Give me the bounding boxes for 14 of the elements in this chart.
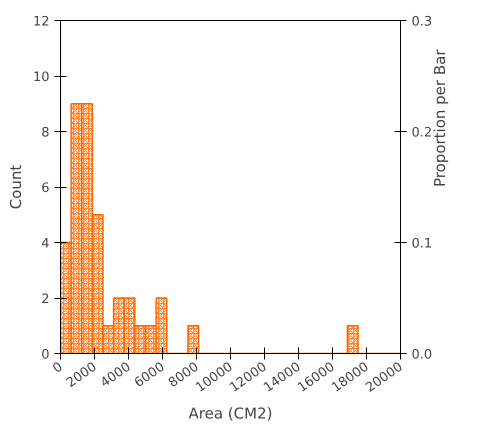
- y2-axis-title: Proportion per Bar: [431, 48, 450, 187]
- y-tick-label: 0: [41, 348, 50, 362]
- y2-tick-label: 0.0: [412, 348, 432, 362]
- y-tick-label: 12: [32, 14, 50, 30]
- y2-tick-label: 0.3: [412, 14, 432, 30]
- x-axis-title: Area (CM2): [188, 404, 272, 422]
- y2-tick-label: 0.1: [412, 236, 432, 252]
- y-tick-label: 2: [41, 292, 50, 307]
- y2-tick-label: 0.2: [412, 126, 432, 140]
- y-tick-label: 6: [41, 181, 50, 196]
- y-tick-label: 4: [41, 236, 50, 252]
- y-tick-label: 8: [41, 126, 50, 140]
- y-tick-label: 10: [32, 70, 50, 85]
- y-axis-title: Count: [6, 164, 25, 210]
